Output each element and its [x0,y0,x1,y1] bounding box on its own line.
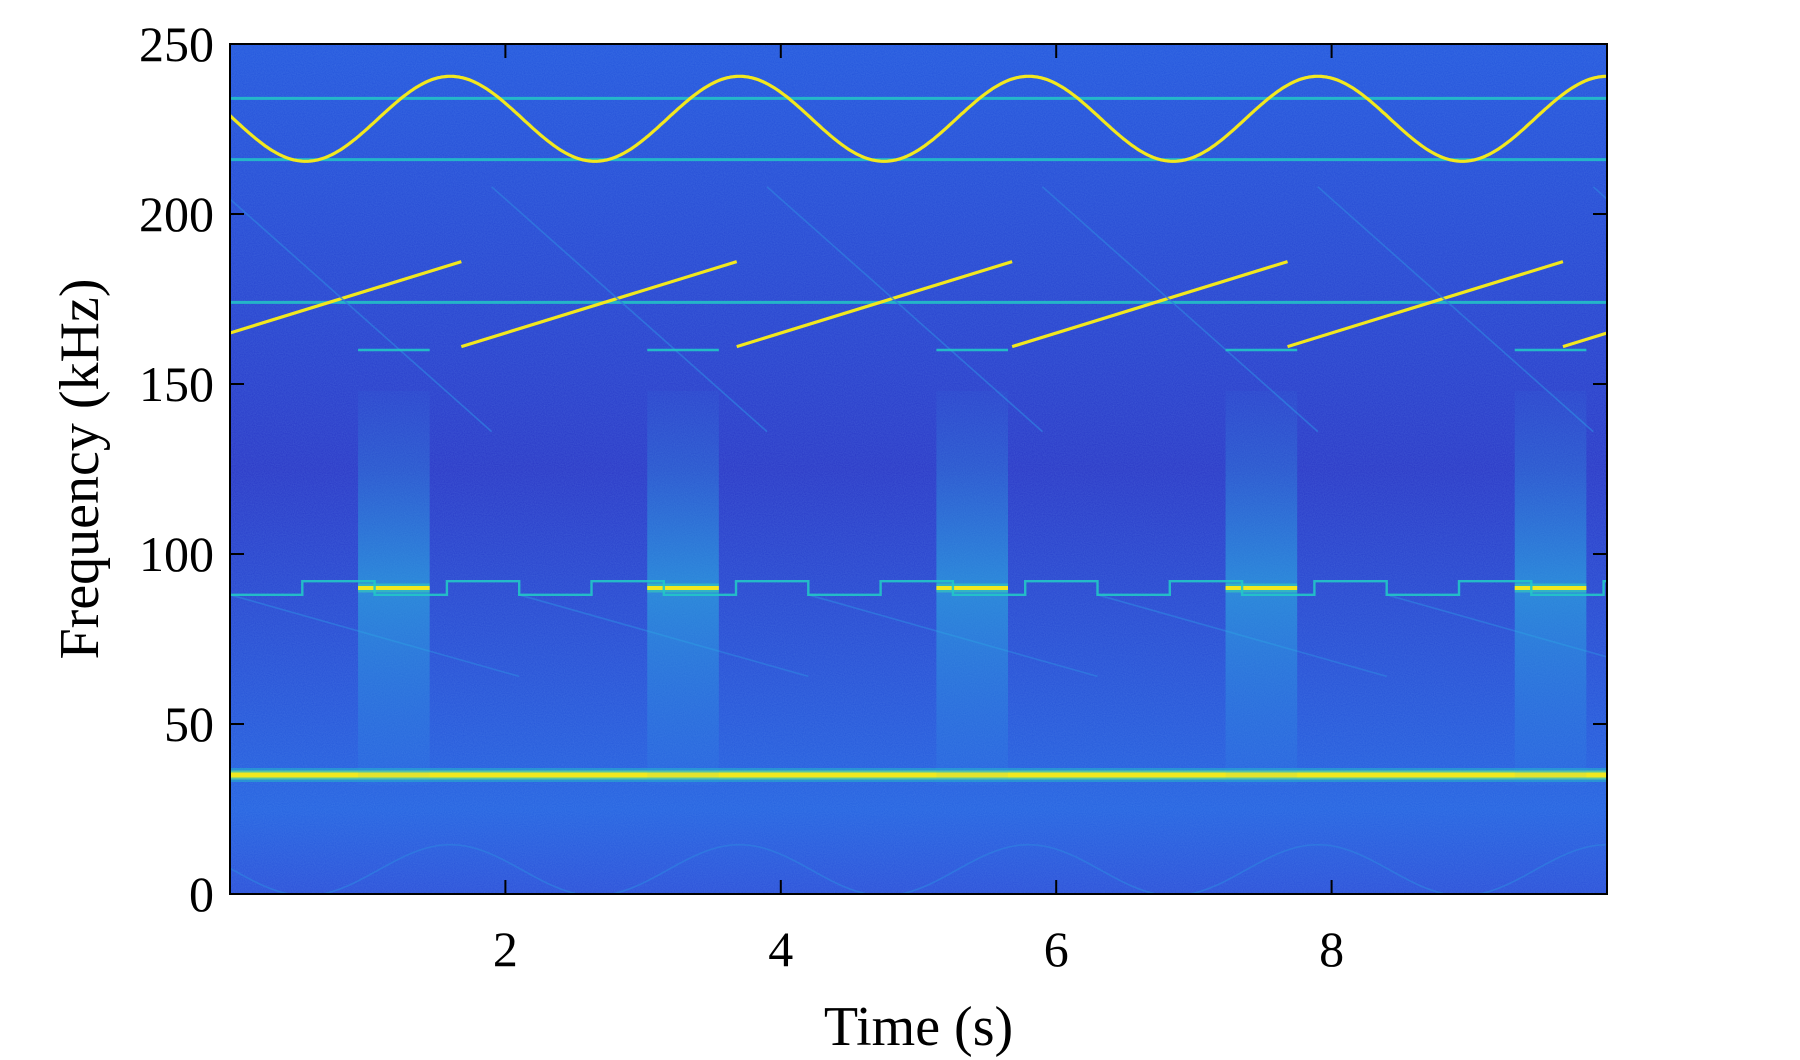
chirp-segment [230,260,462,335]
y-tick-label: 0 [189,866,214,922]
y-tick-label: 250 [139,16,214,72]
component-11 [230,843,1607,894]
sine-curve [230,843,1607,894]
component-5 [230,260,1607,349]
chirp-segment [1562,331,1607,349]
chirp-segment [230,198,493,433]
component-10 [230,580,1607,596]
plot-marks [230,74,1607,894]
fsk-square-wave [230,580,1607,596]
x-tick-label: 2 [493,921,518,977]
plot-background [230,44,1607,894]
x-tick-label: 8 [1319,921,1344,977]
y-tick-label: 200 [139,186,214,242]
chirp-segment [460,260,738,349]
y-tick-label: 100 [139,526,214,582]
x-axis-title: Time (s) [824,996,1013,1058]
chirp-segment [736,260,1013,349]
noise-texture [230,44,1607,894]
sine-curve [230,74,1607,163]
chirp-segment [491,186,768,433]
chirp-segment [1592,186,1607,200]
chirp-segment [1011,260,1289,349]
x-tick-label: 4 [768,921,793,977]
component-4 [230,74,1607,163]
y-tick-label: 50 [164,696,214,752]
y-axis-title: Frequency (kHz) [49,279,111,660]
chirp-segment [1287,260,1564,349]
component-8 [358,390,1587,786]
axes-box [229,43,1608,895]
y-tick-label: 150 [139,356,214,412]
axes: 2 4 6 8 0 50 100 150 200 250 [139,16,1608,977]
x-tick-label: 6 [1044,921,1069,977]
